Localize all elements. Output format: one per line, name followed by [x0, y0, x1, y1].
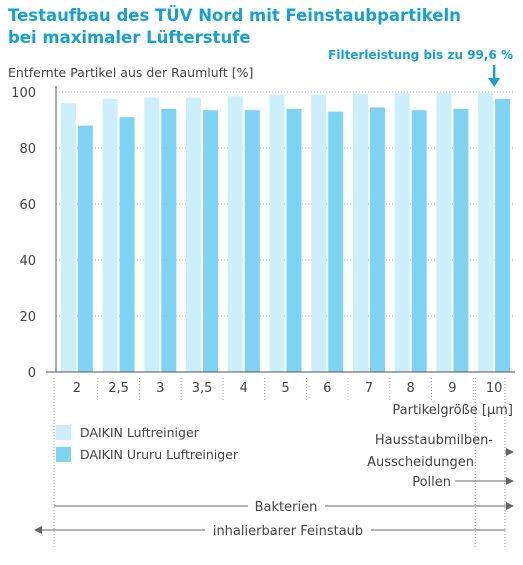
- bar-ururu-10: [495, 99, 511, 372]
- bar-luftreiniger-9: [436, 93, 452, 373]
- y-tick-label: 80: [19, 142, 36, 157]
- bar-luftreiniger-8: [394, 93, 410, 373]
- bar-luftreiniger-3,5: [186, 97, 202, 372]
- bar-ururu-5: [286, 108, 302, 373]
- bar-ururu-7: [369, 107, 385, 373]
- x-tick-label: 9: [448, 381, 456, 396]
- legend-label: DAIKIN Ururu Luftreiniger: [80, 447, 239, 462]
- range-arrow-head: [506, 502, 514, 510]
- bar-luftreiniger-6: [311, 94, 327, 373]
- range-label: inhalierbarer Feinstaub: [213, 524, 363, 539]
- bar-luftreiniger-7: [352, 93, 368, 373]
- bar-ururu-4: [244, 110, 260, 372]
- x-tick-label: 2: [73, 381, 81, 396]
- y-tick-label: 100: [11, 86, 36, 101]
- range-arrow-head: [34, 526, 42, 534]
- x-tick-label: 7: [365, 381, 373, 396]
- range-label: Hausstaubmilben-: [375, 433, 493, 448]
- x-tick-label: 6: [323, 381, 331, 396]
- bar-luftreiniger-2: [60, 103, 76, 372]
- x-tick-label: 10: [486, 381, 503, 396]
- x-tick-label: 2,5: [108, 381, 129, 396]
- bar-ururu-8: [411, 110, 427, 372]
- legend-swatch: [56, 447, 71, 462]
- bar-ururu-2,5: [119, 117, 135, 372]
- bar-luftreiniger-10: [478, 93, 494, 373]
- bar-luftreiniger-5: [269, 94, 285, 373]
- range-arrow-head: [506, 448, 514, 456]
- x-tick-label: 4: [240, 381, 248, 396]
- filter-callout: Filterleistung bis zu 99,6 %: [328, 48, 513, 62]
- bar-luftreiniger-2,5: [102, 99, 118, 372]
- y-tick-label: 0: [28, 366, 36, 381]
- y-tick-label: 60: [19, 198, 36, 213]
- legend-label: DAIKIN Luftreiniger: [80, 425, 200, 440]
- x-tick-label: 3: [156, 381, 164, 396]
- range-arrow-head: [506, 477, 514, 485]
- bar-ururu-6: [328, 111, 344, 372]
- bar-ururu-3,5: [203, 110, 219, 372]
- bar-ururu-2: [77, 125, 93, 372]
- range-label-line-2: Ausscheidungen: [367, 455, 474, 470]
- bar-ururu-3: [161, 108, 177, 373]
- bar-luftreiniger-3: [144, 97, 160, 372]
- x-axis-label: Partikelgröße [µm]: [392, 403, 513, 418]
- range-label: Pollen: [412, 475, 451, 490]
- y-tick-label: 20: [19, 310, 36, 325]
- bar-ururu-9: [453, 108, 469, 373]
- chart-title-line-2: bei maximaler Lüfterstufe: [8, 28, 251, 47]
- legend-swatch: [56, 425, 71, 440]
- callout-arrow-head: [488, 78, 501, 87]
- x-tick-label: 3,5: [192, 381, 213, 396]
- x-tick-label: 5: [281, 381, 289, 396]
- y-tick-label: 40: [19, 254, 36, 269]
- x-tick-label: 8: [407, 381, 415, 396]
- chart-title-line-1: Testaufbau des TÜV Nord mit Feinstaubpar…: [8, 6, 461, 25]
- range-label: Bakterien: [255, 500, 318, 515]
- bar-luftreiniger-4: [227, 96, 243, 372]
- y-axis-label: Entfernte Partikel aus der Raumluft [%]: [8, 65, 253, 80]
